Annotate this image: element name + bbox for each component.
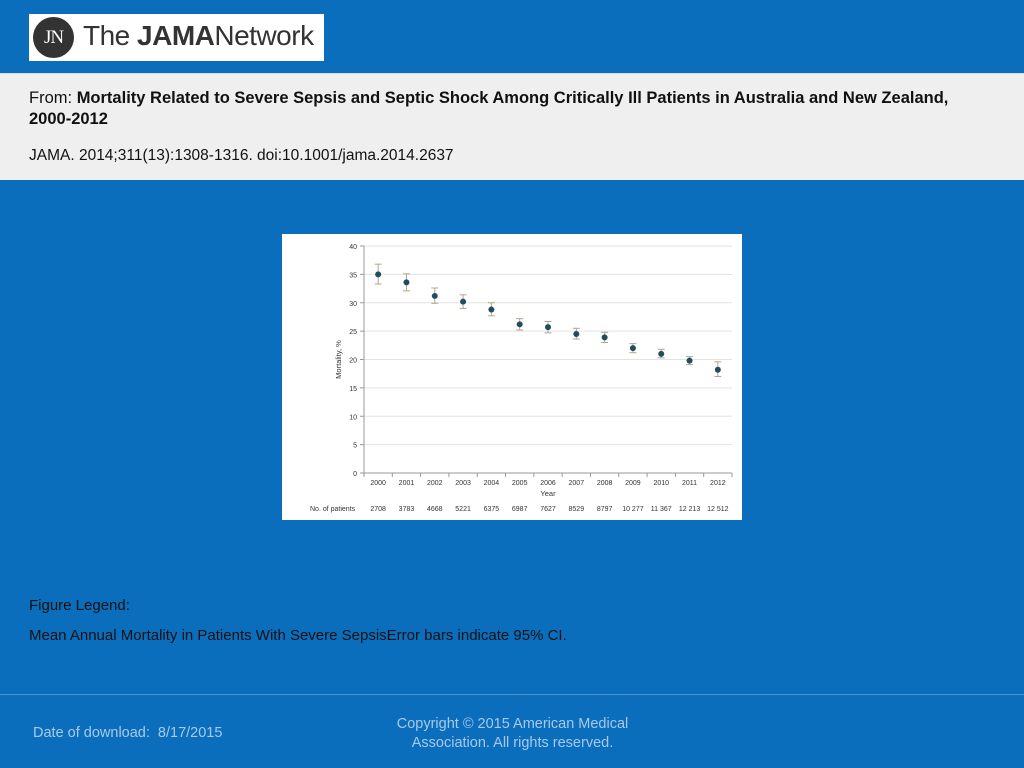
patients-count: 6375 xyxy=(484,506,500,513)
x-axis-label: Year xyxy=(540,489,556,498)
top-bar: JN The JAMANetwork xyxy=(0,0,1024,73)
patients-count: 8529 xyxy=(569,506,585,513)
data-point xyxy=(658,350,665,357)
data-point xyxy=(488,306,495,313)
data-point xyxy=(714,366,721,373)
figure-legend-title: Figure Legend: xyxy=(29,597,130,614)
data-point xyxy=(516,321,523,328)
download-label: Date of download: xyxy=(33,725,150,741)
y-tick-label: 15 xyxy=(349,386,357,393)
x-tick-label: 2008 xyxy=(597,480,613,487)
data-point xyxy=(629,345,636,352)
data-point xyxy=(431,292,438,299)
data-point xyxy=(375,271,382,278)
logo-the: The xyxy=(83,20,130,51)
figure-panel: 0 5 10 15 20 25 30 35 40 2000 2001 2002 2003 2004 2005… xyxy=(282,234,742,520)
x-tick-label: 2009 xyxy=(625,480,641,487)
jama-network-logo[interactable]: JN The JAMANetwork xyxy=(29,14,324,61)
patients-count: 12 213 xyxy=(679,506,701,513)
x-tick-label: 2010 xyxy=(653,480,669,487)
y-tick-label: 35 xyxy=(349,272,357,279)
y-tick-label: 10 xyxy=(349,414,357,421)
data-point xyxy=(601,334,608,341)
logo-jama: JAMA xyxy=(137,20,215,51)
logo-network: Network xyxy=(214,20,314,51)
x-tick-label: 2011 xyxy=(682,480,697,487)
download-date: 8/17/2015 xyxy=(157,725,223,741)
from-label: From: xyxy=(29,89,73,107)
y-tick-label: 40 xyxy=(349,244,357,251)
x-tick-label: 2012 xyxy=(710,480,726,487)
x-tick-label: 2002 xyxy=(427,480,443,487)
data-point xyxy=(573,330,580,337)
patients-count: 8797 xyxy=(597,506,613,513)
x-tick-label: 2003 xyxy=(455,480,471,487)
patients-count: 7627 xyxy=(540,506,556,513)
x-tick-label: 2000 xyxy=(370,480,386,487)
y-tick-label: 25 xyxy=(349,329,357,336)
data-point xyxy=(545,324,551,331)
y-axis-label: Mortality, % xyxy=(334,340,343,379)
patients-count: 11 367 xyxy=(651,506,672,513)
article-title: Mortality Related to Severe Sepsis and S… xyxy=(29,89,949,128)
logo-wordmark: The JAMANetwork xyxy=(83,20,314,52)
patients-count: 5221 xyxy=(455,506,471,513)
from-line: From: Mortality Related to Severe Sepsis… xyxy=(29,88,989,130)
data-point xyxy=(686,357,693,364)
patients-count: 3783 xyxy=(399,506,415,513)
patients-count: 12 512 xyxy=(707,506,729,513)
copyright-notice: Copyright © 2015 American Medical Associ… xyxy=(396,716,629,751)
patients-label: No. of patients xyxy=(310,506,356,513)
x-tick-label: 2005 xyxy=(512,480,528,487)
x-tick-label: 2006 xyxy=(540,480,556,487)
mortality-chart: 0 5 10 15 20 25 30 35 40 2000 2001 2002 2003 2004 2005… xyxy=(310,244,733,513)
y-tick-label: 20 xyxy=(349,358,357,365)
data-point xyxy=(460,298,467,305)
x-tick-label: 2004 xyxy=(484,480,500,487)
jn-monogram-icon: JN xyxy=(33,17,74,58)
x-tick-label: 2001 xyxy=(399,480,415,487)
patients-count: 6987 xyxy=(512,506,528,513)
figure-legend-text: Mean Annual Mortality in Patients With S… xyxy=(29,627,567,644)
article-header: From: Mortality Related to Severe Sepsis… xyxy=(0,73,1024,180)
y-tick-label: 0 xyxy=(353,471,357,478)
patients-count: 4668 xyxy=(427,506,443,513)
patients-count: 10 277 xyxy=(622,506,644,513)
citation: JAMA. 2014;311(13):1308-1316. doi:10.100… xyxy=(29,147,454,164)
download-info: Date of download: 8/17/2015 xyxy=(29,725,222,741)
y-tick-label: 5 xyxy=(353,443,357,450)
patients-count: 2708 xyxy=(370,506,386,513)
y-tick-label: 30 xyxy=(349,301,357,308)
footer-divider xyxy=(0,694,1024,695)
x-tick-label: 2007 xyxy=(569,480,585,487)
data-point xyxy=(403,279,410,286)
